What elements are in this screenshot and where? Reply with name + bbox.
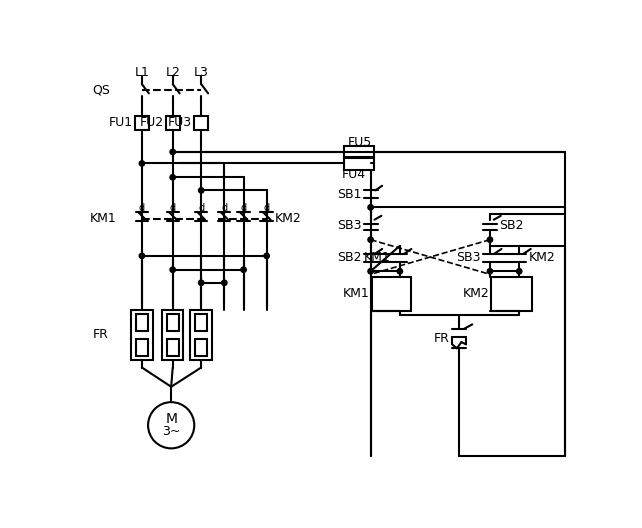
Text: SB2: SB2 <box>499 219 524 232</box>
Text: d: d <box>198 203 204 213</box>
Text: KM2: KM2 <box>274 212 301 225</box>
Circle shape <box>517 269 522 274</box>
Circle shape <box>139 161 144 166</box>
Bar <box>166 314 179 331</box>
Text: FR: FR <box>434 332 450 345</box>
Bar <box>166 338 179 356</box>
Text: FU4: FU4 <box>342 168 366 181</box>
Bar <box>166 116 180 129</box>
Circle shape <box>487 269 492 274</box>
Text: SB1: SB1 <box>337 188 361 201</box>
Text: FU1: FU1 <box>108 116 133 129</box>
Bar <box>131 310 153 360</box>
Circle shape <box>170 267 175 272</box>
Circle shape <box>368 205 373 210</box>
Text: SB3: SB3 <box>337 219 361 232</box>
Text: SB2: SB2 <box>337 251 361 264</box>
Circle shape <box>368 269 373 274</box>
Text: SB3: SB3 <box>456 251 481 264</box>
Bar <box>191 310 212 360</box>
Text: KM1: KM1 <box>364 251 390 264</box>
Text: QS: QS <box>92 84 110 97</box>
Circle shape <box>198 280 204 286</box>
Text: KM2: KM2 <box>528 251 555 264</box>
Bar <box>135 116 149 129</box>
Text: d: d <box>139 203 145 213</box>
Text: FU5: FU5 <box>347 136 372 149</box>
Text: L2: L2 <box>165 66 180 79</box>
Text: L1: L1 <box>134 66 150 79</box>
Text: d: d <box>264 203 270 213</box>
Text: L3: L3 <box>194 66 209 79</box>
Text: M: M <box>165 412 177 426</box>
Bar <box>162 310 184 360</box>
Circle shape <box>487 237 492 242</box>
Text: d: d <box>169 203 176 213</box>
Bar <box>135 338 148 356</box>
Bar <box>492 277 532 312</box>
Circle shape <box>139 253 144 259</box>
Text: d: d <box>221 203 227 213</box>
Circle shape <box>241 267 247 272</box>
Circle shape <box>198 188 204 193</box>
Text: KM1: KM1 <box>343 287 370 300</box>
Text: FU3: FU3 <box>168 116 192 129</box>
Text: 3~: 3~ <box>162 425 180 438</box>
Circle shape <box>221 280 227 286</box>
Text: FU2: FU2 <box>139 116 164 129</box>
Circle shape <box>170 175 175 180</box>
Circle shape <box>368 237 373 242</box>
Bar <box>195 116 208 129</box>
Bar <box>372 277 411 312</box>
Circle shape <box>397 269 403 274</box>
Text: KM1: KM1 <box>89 212 116 225</box>
Text: FR: FR <box>92 328 108 341</box>
Bar <box>195 314 207 331</box>
Bar <box>343 157 374 169</box>
Text: KM2: KM2 <box>462 287 489 300</box>
Bar <box>343 146 374 158</box>
Circle shape <box>170 149 175 155</box>
Circle shape <box>264 253 270 259</box>
Bar <box>195 338 207 356</box>
Bar <box>135 314 148 331</box>
Text: d: d <box>241 203 247 213</box>
